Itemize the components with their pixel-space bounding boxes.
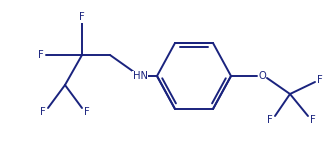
- Text: F: F: [38, 50, 44, 60]
- Text: F: F: [267, 115, 273, 125]
- Text: F: F: [310, 115, 316, 125]
- Text: F: F: [317, 75, 323, 85]
- Text: F: F: [40, 107, 46, 117]
- Text: F: F: [79, 12, 85, 22]
- Text: O: O: [258, 71, 266, 81]
- Text: F: F: [84, 107, 90, 117]
- Text: HN: HN: [133, 71, 147, 81]
